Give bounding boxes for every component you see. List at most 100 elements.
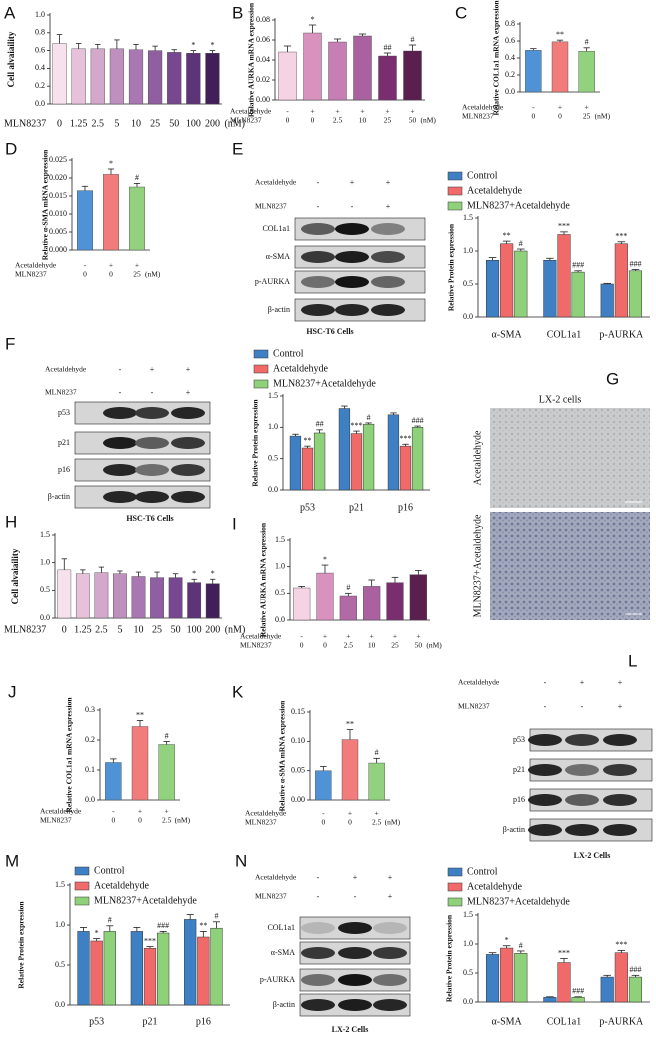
blot-band — [301, 304, 335, 316]
treatment-value: - — [119, 365, 122, 374]
significance-mark: *** — [615, 232, 627, 241]
blot-band — [171, 464, 205, 476]
significance-mark: ## — [384, 43, 392, 52]
legend-swatch — [253, 364, 269, 374]
significance-mark: ** — [503, 231, 511, 240]
y-tick-label: 1.5 — [40, 530, 50, 539]
x-row-label: Acetaldehyde — [245, 809, 287, 818]
treatment-label: MLN8237 — [255, 892, 287, 901]
bar — [614, 243, 628, 318]
x-tick-label: 25 — [384, 116, 392, 125]
treatment-label: Acetaldehyde — [255, 178, 297, 187]
band-label: p53 — [58, 408, 70, 417]
x-tick-label: 50 — [171, 624, 181, 635]
x-tick-label: 200 — [205, 624, 220, 635]
x-tick-label: p16 — [398, 502, 413, 513]
x-row-label: MLN8237 — [4, 624, 46, 635]
treatment-value: + — [353, 873, 358, 882]
significance-mark: ### — [572, 987, 584, 996]
x-tick-label: 10 — [131, 118, 141, 129]
blot-band — [171, 407, 205, 419]
x-tick-label: - — [84, 261, 87, 270]
bar — [150, 577, 164, 619]
bar — [197, 936, 210, 1006]
significance-mark: * — [109, 159, 113, 168]
blot-band — [565, 794, 599, 806]
treatment-value: + — [150, 365, 155, 374]
x-tick-label: 200 — [205, 118, 220, 129]
panel-letter: H — [5, 512, 17, 531]
bar — [105, 762, 122, 801]
x-tick-label: + — [135, 261, 139, 270]
x-tick-label: + — [335, 107, 339, 116]
legend-swatch — [74, 896, 90, 906]
band-label: p21 — [513, 765, 525, 774]
y-axis-label: Relative AURKA mRNA expression — [259, 522, 268, 637]
bar — [543, 259, 557, 318]
significance-mark: # — [411, 35, 415, 44]
bar — [571, 271, 585, 318]
bar — [386, 582, 404, 621]
x-unit: (nM) — [421, 116, 437, 125]
bar — [525, 50, 542, 93]
bar — [131, 576, 146, 619]
band-label: β-actin — [503, 825, 525, 834]
x-tick-label: 0 — [111, 816, 115, 825]
bar — [600, 283, 614, 318]
y-tick-label: 0.04 — [256, 55, 270, 64]
legend-label: Acetaldehyde — [273, 363, 329, 374]
significance-mark: ### — [412, 416, 424, 425]
x-tick-label: p21 — [349, 502, 364, 513]
y-tick-label: 1.0 — [40, 557, 50, 566]
x-tick-label: α-SMA — [492, 1016, 523, 1027]
bar — [628, 976, 643, 1003]
bar — [168, 577, 183, 619]
x-tick-label: 100 — [186, 118, 201, 129]
bar — [514, 250, 528, 318]
treatment-label: MLN8237 — [458, 702, 490, 711]
y-tick-label: 0.005 — [49, 227, 67, 236]
blot-band — [335, 304, 369, 316]
y-axis-label: Relative Protein expression — [445, 914, 454, 1002]
blot-band — [338, 922, 372, 934]
x-tick-label: + — [370, 632, 374, 641]
y-tick-label: 1.0 — [463, 246, 473, 255]
x-tick-label: 0 — [83, 270, 87, 279]
x-tick-label: 100 — [187, 624, 202, 635]
x-tick-label: - — [322, 809, 325, 818]
x-unit: (nM) — [426, 641, 442, 650]
x-tick-label: 0 — [321, 818, 325, 827]
micrograph-row-label: Acetaldehyde — [472, 430, 483, 486]
blot-band — [528, 764, 562, 776]
y-tick-label: 0.010 — [49, 209, 67, 218]
bar — [628, 270, 643, 318]
treatment-value: + — [388, 892, 393, 901]
legend-swatch — [447, 186, 463, 196]
bar — [339, 595, 357, 621]
band-label: p21 — [58, 438, 70, 447]
bar — [128, 49, 144, 105]
bar — [278, 51, 297, 101]
x-tick-label: 0 — [286, 116, 290, 125]
y-tick-label: 0.10 — [291, 736, 305, 745]
x-tick-label: 25 — [133, 270, 141, 279]
panel-letter: K — [232, 682, 244, 701]
treatment-value: + — [580, 678, 585, 687]
band-label: α-SMA — [271, 948, 295, 957]
blot-band — [103, 437, 137, 449]
x-row-label: Acetaldehyde — [462, 103, 504, 112]
x-tick-label: 0 — [531, 112, 535, 121]
legend-label: Control — [273, 348, 304, 359]
y-tick-label: 0.020 — [49, 173, 67, 182]
band-label: p16 — [513, 795, 525, 804]
bar — [578, 51, 595, 93]
legend-swatch — [253, 379, 269, 389]
blot-band — [373, 999, 407, 1011]
blot-band — [371, 304, 405, 316]
blot-band — [301, 922, 335, 934]
x-tick-label: - — [112, 807, 115, 816]
x-tick-label: 25 — [391, 641, 399, 650]
legend-label: Acetaldehyde — [94, 880, 150, 891]
x-tick-label: 2.5 — [372, 818, 382, 827]
x-tick-label: 2.5 — [92, 118, 105, 129]
